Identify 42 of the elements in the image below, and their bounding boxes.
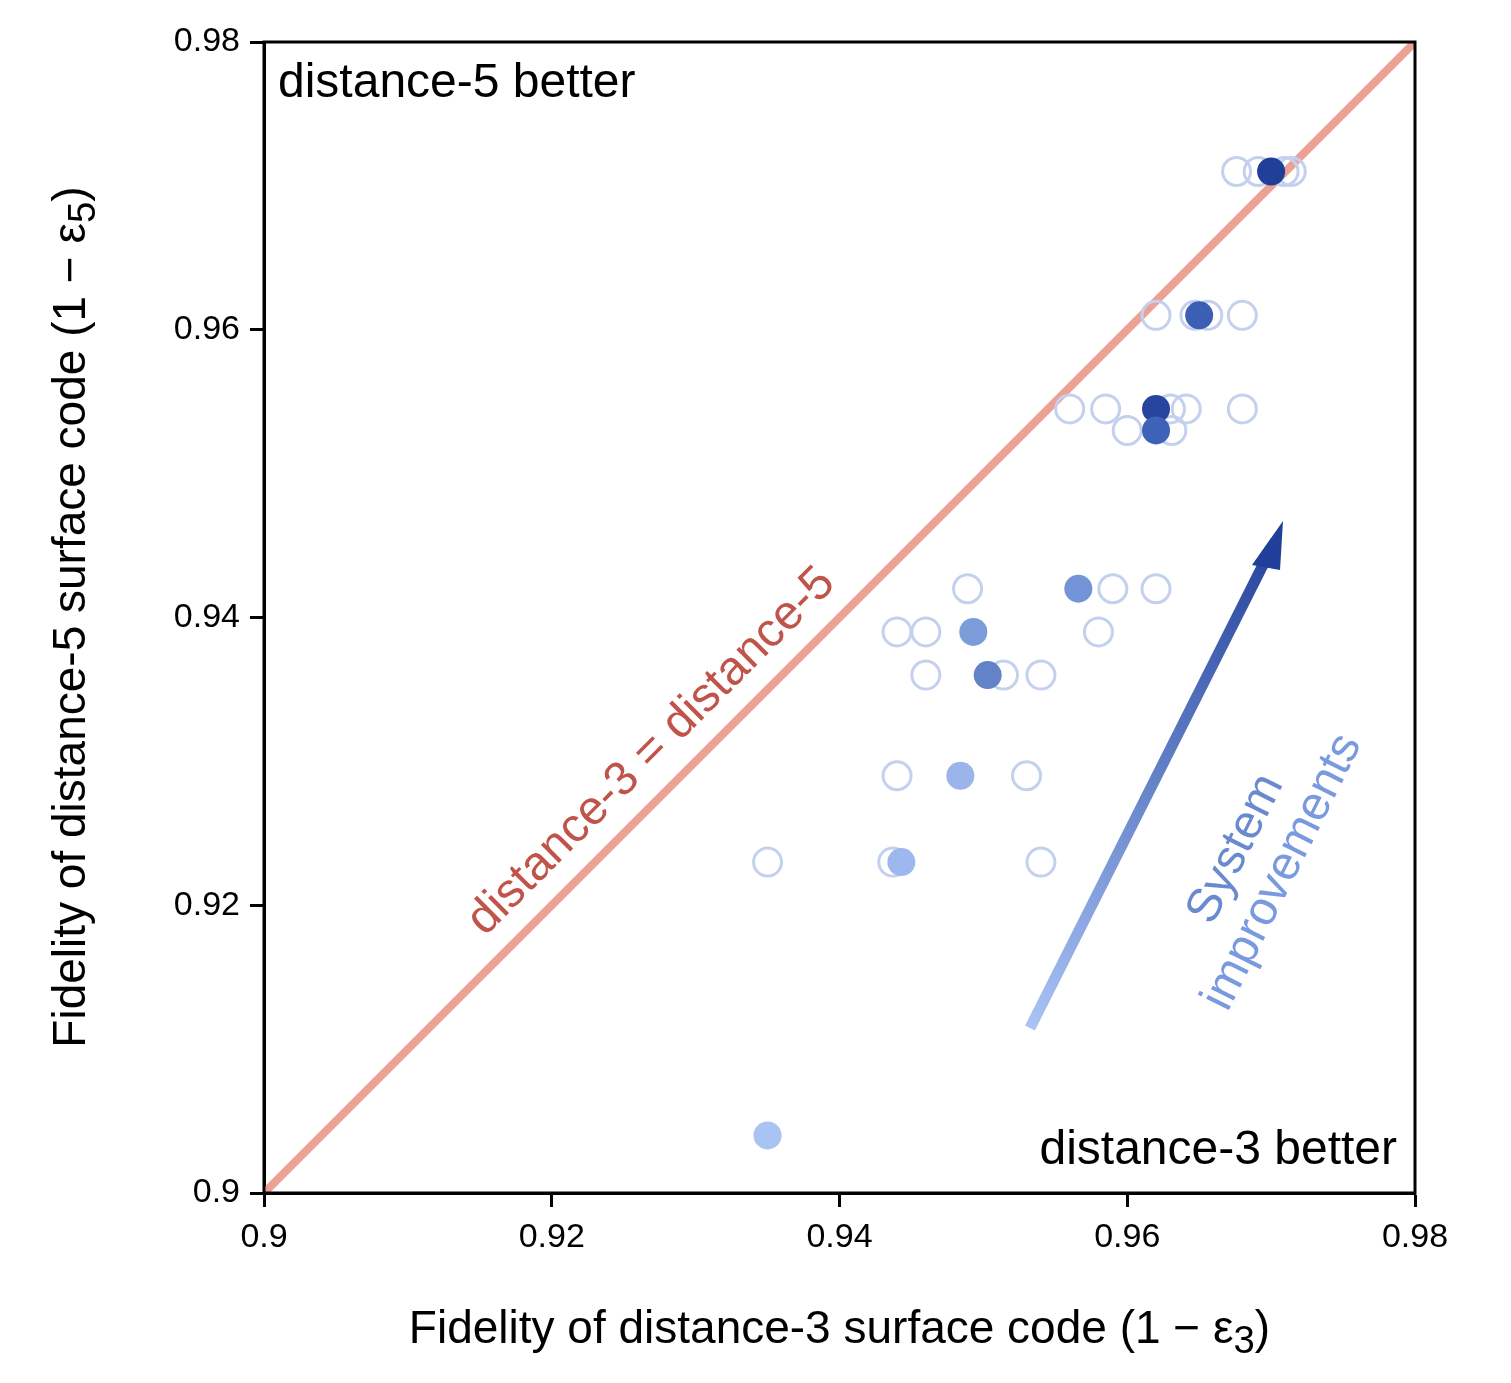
x-tick-label: 0.96 — [1094, 1215, 1161, 1254]
y-tick-label: 0.9 — [192, 1171, 240, 1210]
point — [1221, 155, 1253, 187]
point — [1025, 659, 1057, 691]
point — [1011, 760, 1043, 792]
x-tick-label: 0.92 — [518, 1215, 585, 1254]
point — [946, 761, 975, 790]
point — [752, 846, 784, 878]
point — [1142, 416, 1171, 445]
x-tick-label: 0.98 — [1381, 1215, 1449, 1254]
point — [959, 617, 988, 646]
point — [1025, 846, 1057, 878]
point — [910, 616, 942, 648]
y-tick-label: 0.96 — [173, 308, 240, 347]
point — [881, 616, 913, 648]
point — [1140, 573, 1172, 605]
y-tick-label: 0.98 — [173, 20, 240, 59]
point — [973, 661, 1002, 690]
point — [1097, 573, 1129, 605]
point — [881, 760, 913, 792]
point — [1257, 157, 1286, 186]
x-axis-title: Fidelity of distance-3 surface code (1 − ε$_{3}$) — [407, 1300, 1272, 1363]
point — [1090, 393, 1122, 425]
point — [1185, 301, 1214, 330]
point — [887, 848, 916, 877]
point — [1054, 393, 1086, 425]
point — [910, 659, 942, 691]
point — [1064, 574, 1093, 603]
x-tick-label: 0.94 — [806, 1215, 873, 1254]
annotation: distance-3 better — [1039, 1121, 1398, 1175]
point — [1082, 616, 1114, 648]
point — [753, 1121, 782, 1150]
point — [1226, 299, 1258, 331]
y-tick-label: 0.94 — [173, 595, 240, 634]
y-tick-label: 0.92 — [173, 883, 240, 922]
point — [1111, 414, 1143, 446]
point — [1140, 299, 1172, 331]
x-tick-label: 0.9 — [240, 1215, 288, 1254]
point — [1170, 393, 1202, 425]
point — [952, 573, 984, 605]
annotation: distance-5 better — [278, 54, 636, 108]
point — [1226, 393, 1258, 425]
